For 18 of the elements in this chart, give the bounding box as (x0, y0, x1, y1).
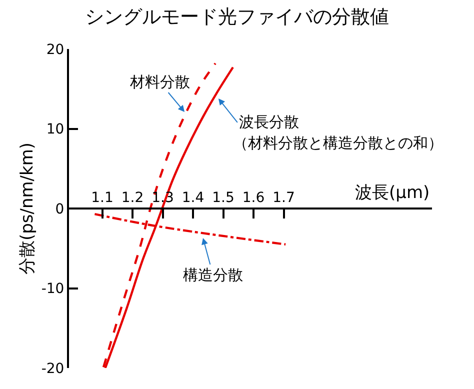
x-tick-label: 1.6 (242, 190, 265, 206)
annotation: 波長分散 (239, 113, 299, 131)
y-tick-label: 20 (46, 42, 64, 58)
y-axis-title: 分散(ps/nm/km) (17, 142, 38, 275)
x-tick-label: 1.2 (121, 190, 144, 206)
y-tick-label: -20 (41, 360, 64, 377)
annotation: 構造分散 (183, 266, 243, 284)
chart-title: シングルモード光ファイバの分散値 (85, 6, 389, 28)
annotation: 材料分散 (129, 73, 190, 91)
x-tick-label: 1.4 (182, 190, 204, 206)
y-tick-label: 10 (46, 122, 64, 138)
y-tick-label: -10 (41, 281, 64, 298)
x-axis-title: 波長(μm) (355, 183, 430, 203)
x-tick-label: 1.5 (212, 190, 234, 206)
x-tick-label: 1.1 (91, 190, 114, 206)
x-tick-label: 1.7 (272, 190, 295, 206)
y-tick-label: 0 (55, 201, 64, 218)
annotation: （材料分散と構造分散との和） (233, 134, 443, 152)
